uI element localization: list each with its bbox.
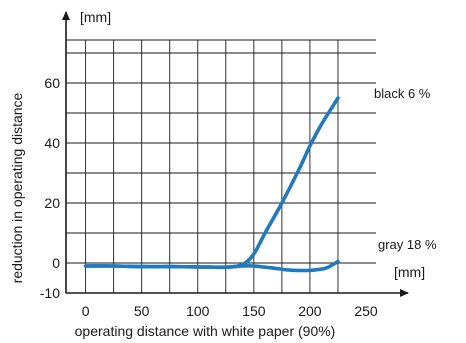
x-tick-label: 200 <box>298 303 322 319</box>
y-tick-label: 40 <box>44 135 60 151</box>
series-line-gray <box>83 259 340 273</box>
x-tick-label: 150 <box>242 303 266 319</box>
x-axis-title: operating distance with white paper (90%… <box>75 323 336 339</box>
x-tick-label: 100 <box>186 303 210 319</box>
y-axis-title: reduction in operating distance <box>9 92 25 283</box>
axes <box>62 11 409 297</box>
series-lines <box>83 96 340 273</box>
series-line-black <box>83 96 340 270</box>
y-tick-label: -10 <box>40 285 60 301</box>
y-unit-label: [mm] <box>80 9 111 25</box>
series-label-gray: gray 18 % <box>378 237 437 252</box>
y-tick-label: 0 <box>52 255 60 271</box>
y-tick-label: 60 <box>44 75 60 91</box>
tick-labels: 0 50 100 150 200 250 -10 0 20 40 60 <box>40 75 378 319</box>
series-label-black: black 6 % <box>374 86 431 101</box>
grid <box>66 39 376 294</box>
y-tick-label: 20 <box>44 195 60 211</box>
x-tick-label: 250 <box>354 303 378 319</box>
x-tick-label: 0 <box>82 303 90 319</box>
x-tick-label: 50 <box>134 303 150 319</box>
x-unit-label: [mm] <box>394 264 425 280</box>
